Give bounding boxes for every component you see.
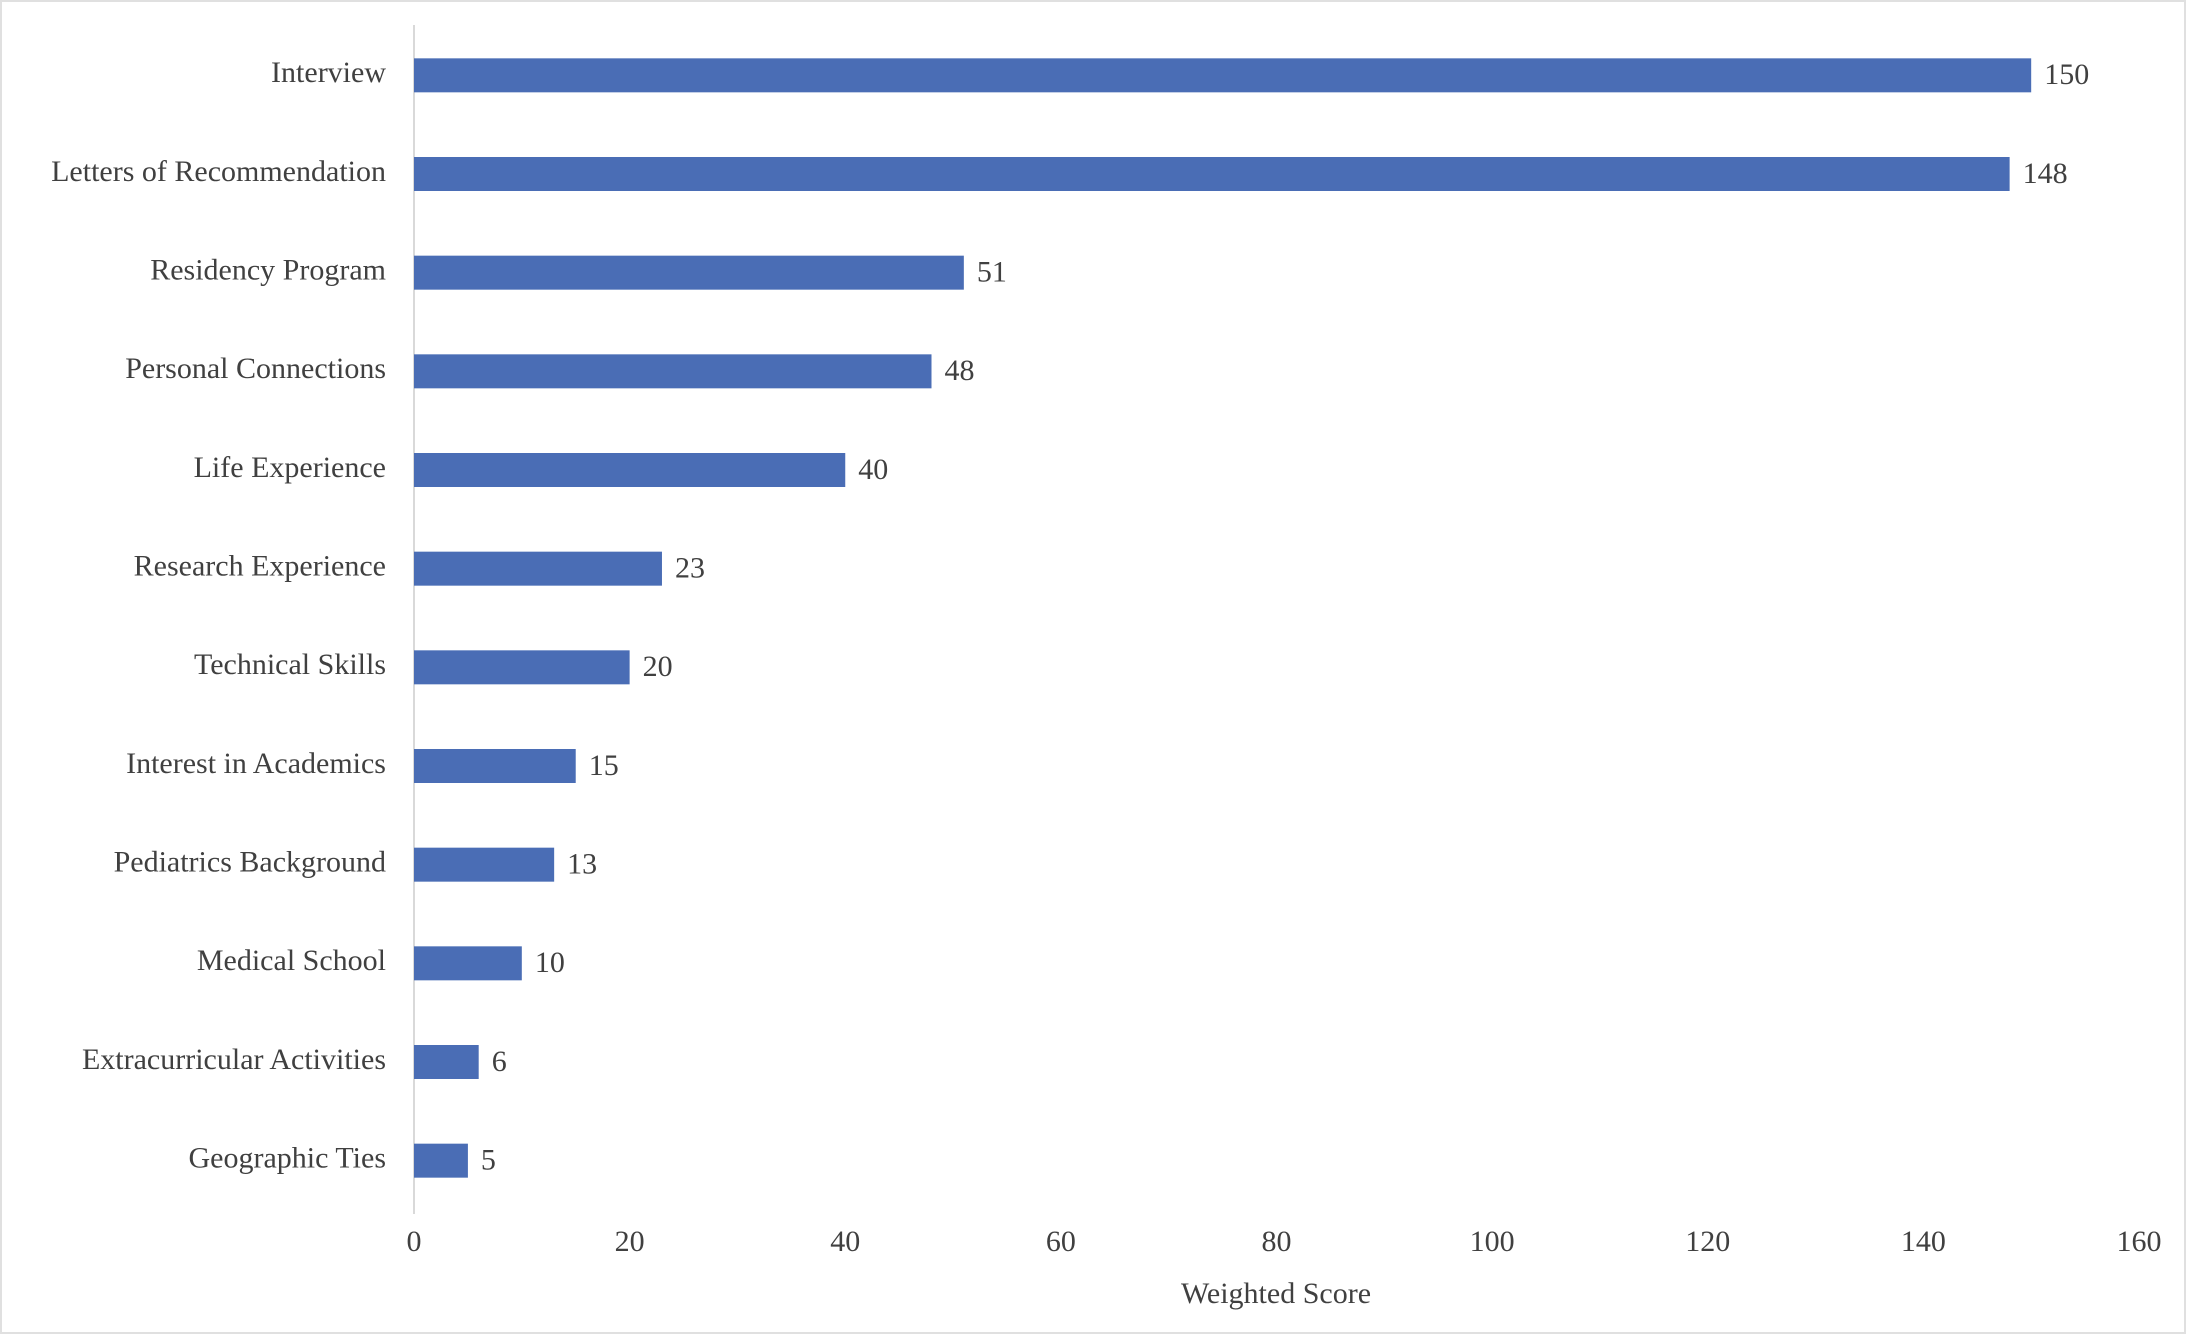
y-tick-label: Technical Skills (194, 648, 386, 681)
bar (414, 354, 932, 389)
x-axis-label: Weighted Score (1181, 1277, 1371, 1310)
y-tick-label: Medical School (197, 944, 386, 977)
x-tick-label: 120 (1685, 1225, 1730, 1258)
x-tick-label: 0 (407, 1225, 422, 1258)
data-label: 15 (589, 749, 619, 782)
y-tick-label: Personal Connections (125, 352, 386, 385)
data-label: 40 (858, 453, 888, 486)
bar (414, 650, 630, 685)
x-tick-label: 40 (830, 1225, 860, 1258)
y-tick-label: Pediatrics Background (114, 846, 386, 879)
y-tick-label: Interview (271, 56, 386, 89)
y-tick-label: Letters of Recommendation (51, 155, 386, 188)
bar (414, 1045, 479, 1079)
x-tick-label: 140 (1901, 1225, 1946, 1258)
bar (414, 551, 662, 586)
x-tick-label: 100 (1470, 1225, 1515, 1258)
data-label: 13 (567, 848, 597, 881)
x-tick-label: 160 (2117, 1225, 2162, 1258)
x-tick-label: 80 (1262, 1225, 1292, 1258)
data-label: 20 (643, 650, 673, 683)
bar (414, 1143, 468, 1178)
data-label: 51 (977, 256, 1007, 289)
y-tick-label: Residency Program (150, 254, 386, 287)
bar (414, 157, 2010, 191)
y-tick-label: Geographic Ties (189, 1142, 387, 1175)
x-tick-label: 60 (1046, 1225, 1076, 1258)
y-tick-label: Research Experience (134, 550, 386, 583)
data-label: 150 (2044, 58, 2089, 91)
bar (414, 255, 964, 290)
data-label: 23 (675, 552, 705, 585)
data-label: 10 (535, 946, 565, 979)
bar (414, 946, 522, 981)
y-tick-label: Extracurricular Activities (82, 1043, 386, 1076)
y-tick-label: Interest in Academics (126, 747, 386, 780)
data-label: 148 (2023, 157, 2068, 190)
y-tick-label: Life Experience (194, 451, 386, 484)
bar (414, 749, 576, 783)
bar (414, 58, 2032, 93)
data-label: 48 (945, 354, 975, 387)
bar (414, 453, 846, 487)
x-tick-label: 20 (615, 1225, 645, 1258)
data-label: 5 (481, 1144, 496, 1177)
data-label: 6 (492, 1045, 507, 1078)
bar (414, 847, 555, 882)
